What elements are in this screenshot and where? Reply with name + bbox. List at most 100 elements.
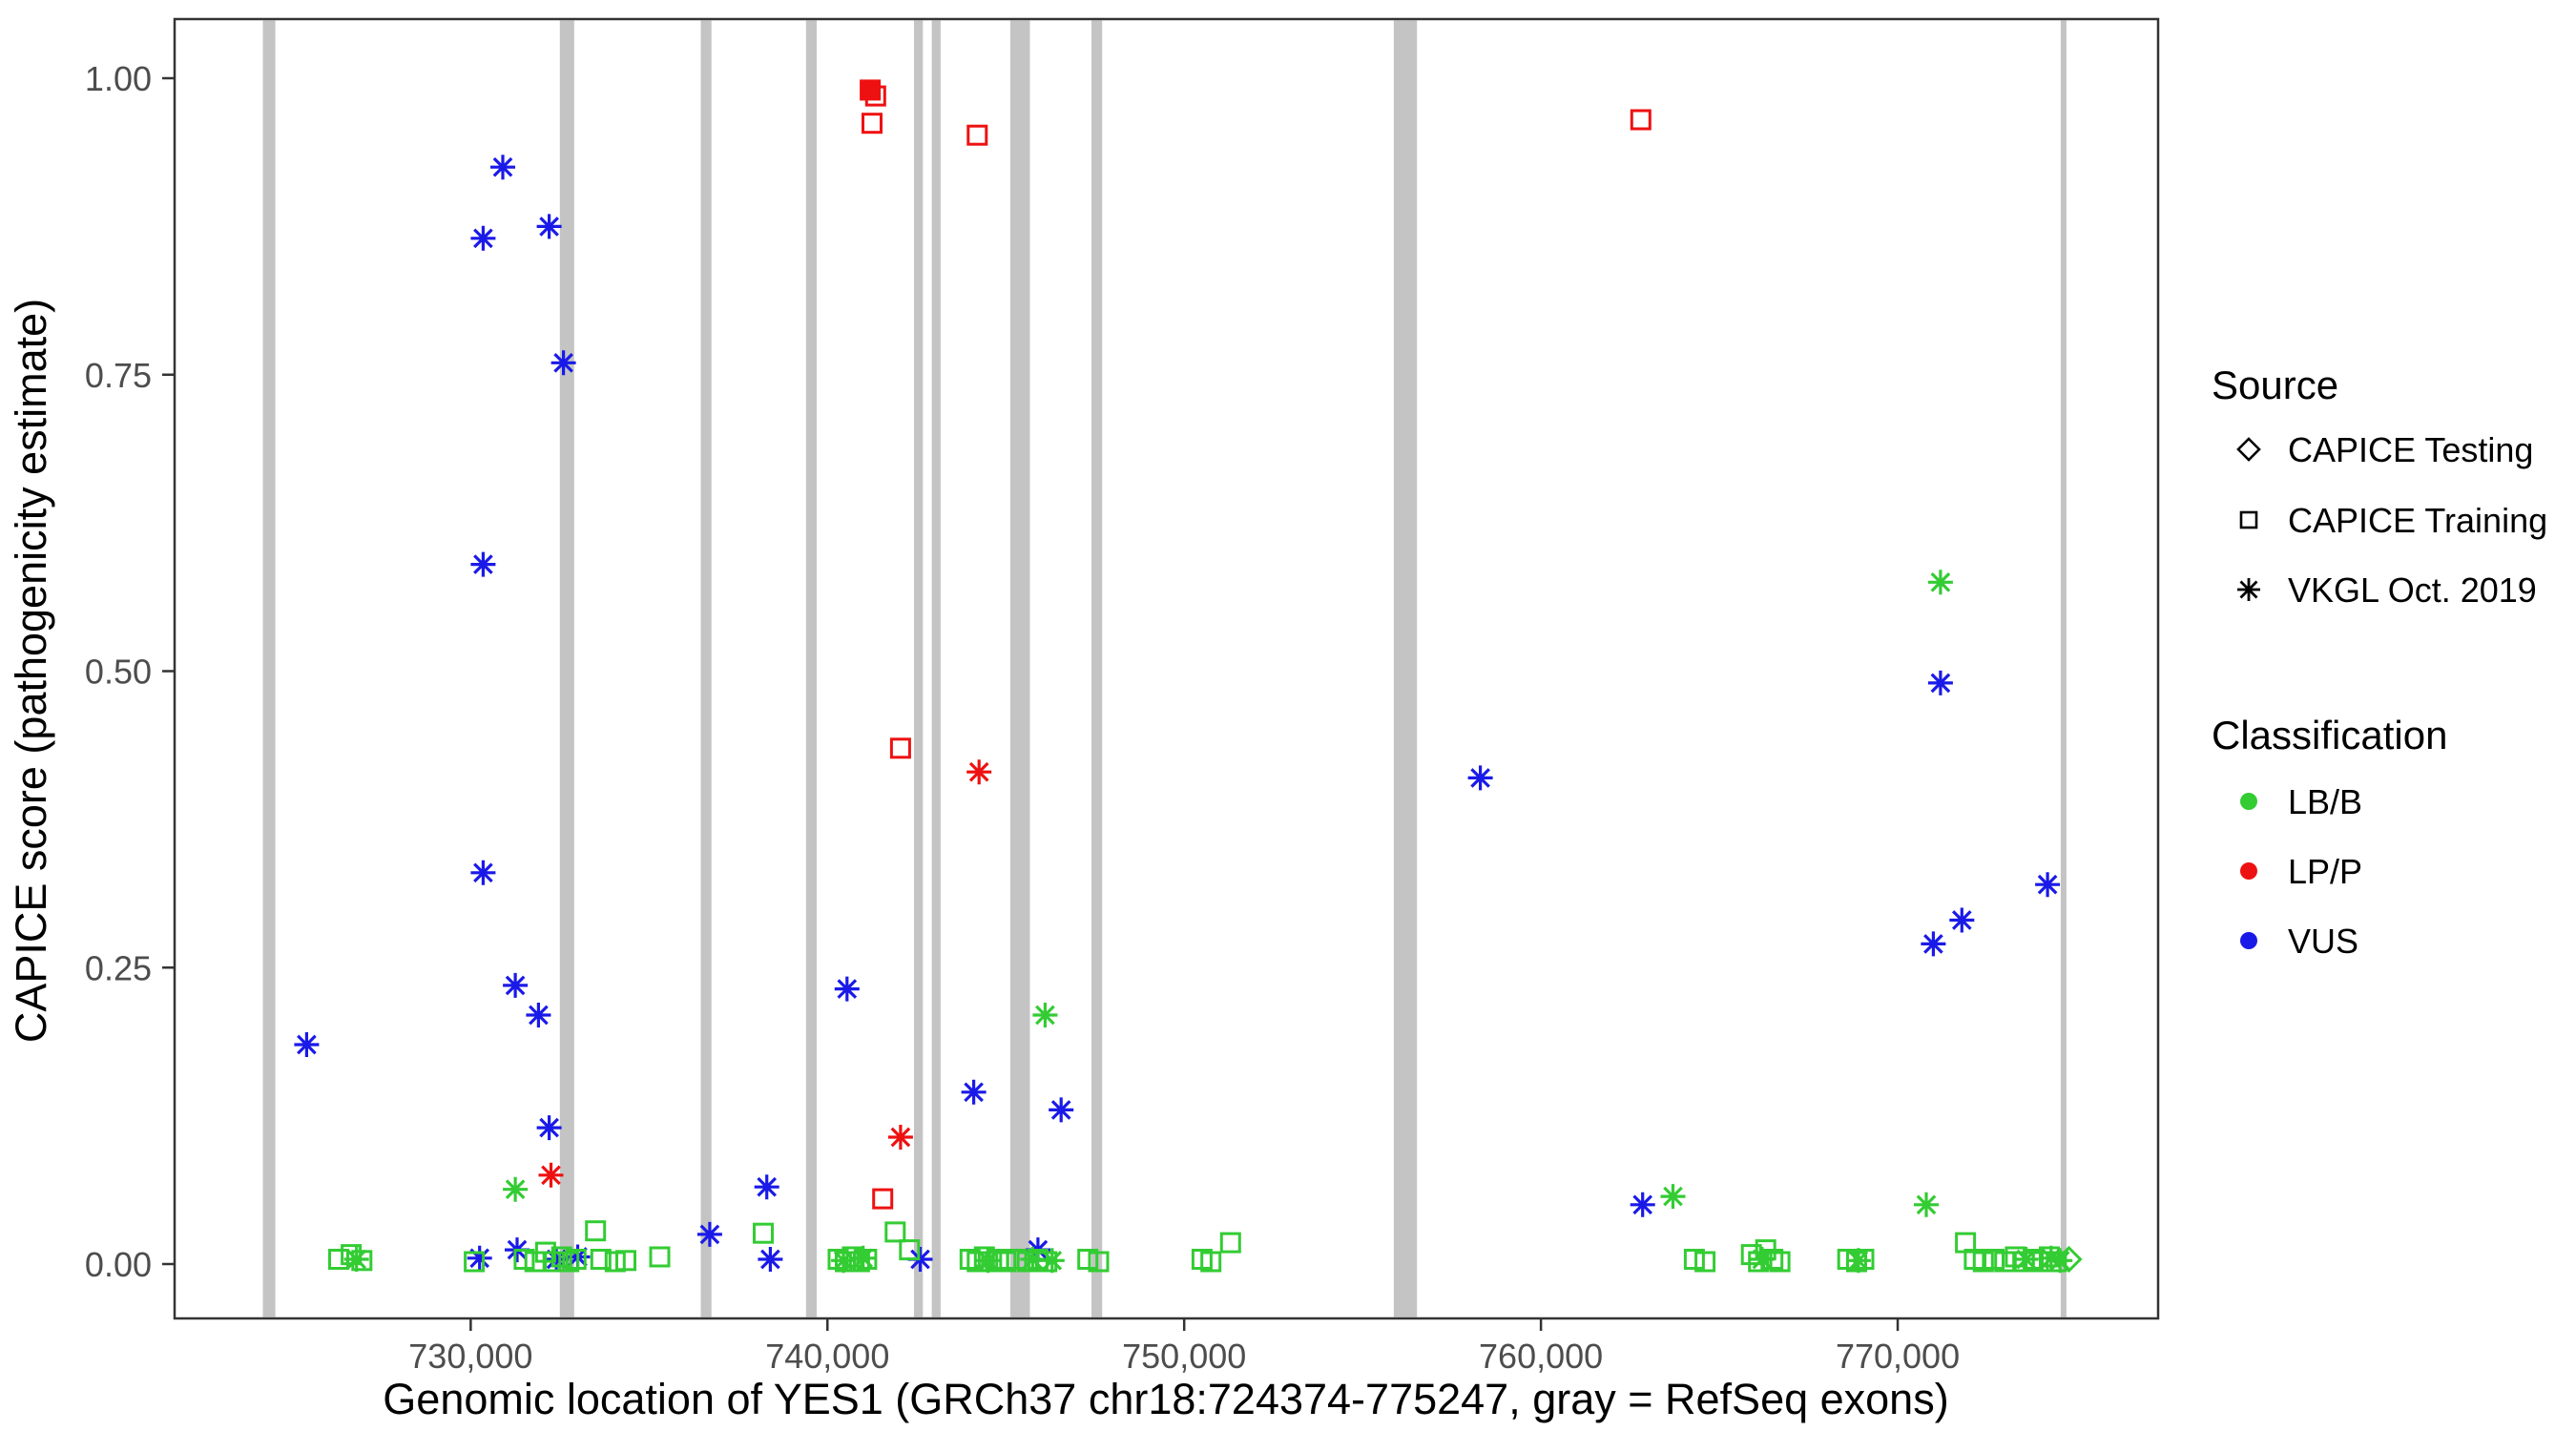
lbb-color-dot-icon (2240, 793, 2257, 810)
data-point-square (1200, 1251, 1222, 1273)
data-point-square (966, 124, 988, 146)
data-point-asterisk (2013, 1247, 2039, 1272)
data-point-asterisk (1660, 1184, 1686, 1210)
y-tick-label: 0.00 (85, 1245, 152, 1284)
data-point-square (872, 1188, 894, 1210)
data-point-square (884, 1221, 906, 1243)
data-point-asterisk (1630, 1192, 1655, 1217)
legend-classification-title: Classification (2212, 713, 2447, 757)
data-point-diamond (2055, 1245, 2083, 1274)
data-point-asterisk (834, 976, 860, 1002)
vus-color-dot-icon (2240, 932, 2257, 949)
data-point-square (585, 1220, 607, 1242)
data-point-asterisk (1467, 765, 1493, 791)
data-point-asterisk (1921, 931, 1946, 957)
x-tick-label: 770,000 (1836, 1337, 1960, 1376)
data-point-square (862, 113, 883, 135)
y-axis: 0.00 0.25 0.50 0.75 1.00 (85, 59, 175, 1284)
data-point-square (1748, 1251, 1770, 1273)
data-point-square (1972, 1251, 1994, 1273)
legend-item-vus: VUS (2240, 922, 2358, 961)
data-point-square (860, 79, 882, 101)
data-point-square (1984, 1249, 2005, 1270)
data-point-asterisk (1749, 1247, 1775, 1272)
data-point-asterisk (470, 860, 496, 885)
lpp-color-dot-icon (2240, 862, 2257, 880)
y-axis-title: CAPICE score (pathogenicity estimate) (7, 299, 55, 1043)
data-point-square (558, 1251, 580, 1273)
legend-item-label: VUS (2288, 922, 2358, 961)
exon-bars-layer (262, 20, 2067, 1317)
data-points-layer (294, 79, 2083, 1274)
data-point-square (544, 1251, 566, 1273)
exon-bar (805, 20, 817, 1317)
data-point-asterisk (1845, 1248, 1871, 1274)
data-point-asterisk (754, 1174, 779, 1200)
data-point-square (604, 1251, 626, 1273)
legend-item-lbb: LB/B (2240, 782, 2362, 821)
legend-item-label: CAPICE Testing (2288, 430, 2533, 469)
data-point-asterisk (467, 1245, 492, 1271)
data-point-asterisk (1049, 1097, 1074, 1123)
x-tick-label: 760,000 (1479, 1337, 1603, 1376)
data-point-asterisk (966, 759, 992, 785)
data-point-asterisk (490, 155, 515, 180)
data-point-asterisk (470, 551, 496, 577)
data-point-asterisk (1032, 1003, 1058, 1027)
legend-item-label: LP/P (2288, 852, 2362, 891)
data-point-asterisk (2035, 872, 2061, 898)
exon-bar (2060, 20, 2067, 1317)
data-point-asterisk (503, 972, 529, 998)
exon-bar (700, 20, 712, 1317)
data-point-asterisk (343, 1247, 369, 1272)
exon-bar (1009, 20, 1030, 1317)
x-axis-title: Genomic location of YES1 (GRCh37 chr18:7… (383, 1375, 1948, 1423)
asterisk-icon (2237, 578, 2260, 601)
data-point-asterisk (1020, 1247, 1046, 1272)
plot-panel-border (173, 17, 2160, 1320)
data-point-asterisk (2038, 1245, 2064, 1271)
x-tick-label: 730,000 (408, 1337, 532, 1376)
y-tick-label: 0.25 (85, 948, 152, 987)
data-point-asterisk (536, 214, 562, 239)
data-point-square (864, 85, 886, 107)
data-point-square (513, 1249, 535, 1270)
data-point-square (649, 1246, 671, 1268)
legend-item-capice-testing: CAPICE Testing (2236, 430, 2533, 469)
data-point-square (590, 1249, 612, 1270)
data-point-square (889, 737, 911, 759)
data-point-asterisk (758, 1247, 783, 1272)
data-point-square (615, 1250, 636, 1272)
data-point-square (1694, 1251, 1716, 1273)
legend-item-label: VKGL Oct. 2019 (2288, 570, 2537, 610)
legend-classification: Classification LB/B LP/P VUS (2212, 713, 2447, 961)
data-point-square (1088, 1251, 1110, 1273)
legend-item-capice-training: CAPICE Training (2239, 501, 2547, 540)
data-point-square (1219, 1232, 1241, 1254)
data-point-asterisk (470, 225, 496, 251)
data-point-square (464, 1251, 486, 1273)
data-point-asterisk (551, 350, 576, 376)
data-point-asterisk (975, 1248, 1001, 1274)
exon-bar (1091, 20, 1103, 1317)
data-point-asterisk (887, 1125, 913, 1150)
legend-source: Source CAPICE Testing CAPICE Training VK… (2212, 363, 2547, 610)
exon-bar (262, 20, 276, 1317)
legend-item-lpp: LP/P (2240, 852, 2362, 891)
data-point-asterisk (831, 1248, 857, 1274)
data-point-square (551, 1246, 572, 1268)
y-tick-label: 1.00 (85, 59, 152, 98)
x-tick-label: 740,000 (765, 1337, 889, 1376)
data-point-square (1769, 1251, 1791, 1273)
data-point-square (753, 1222, 774, 1244)
data-point-asterisk (503, 1176, 529, 1202)
data-point-asterisk (850, 1245, 876, 1271)
exon-bar (931, 20, 941, 1317)
data-point-asterisk (536, 1115, 562, 1141)
data-point-asterisk (538, 1162, 564, 1188)
legend-item-label: LB/B (2288, 782, 2362, 821)
x-tick-label: 750,000 (1122, 1337, 1246, 1376)
data-point-asterisk (526, 1003, 551, 1027)
data-point-asterisk (1949, 907, 1975, 933)
